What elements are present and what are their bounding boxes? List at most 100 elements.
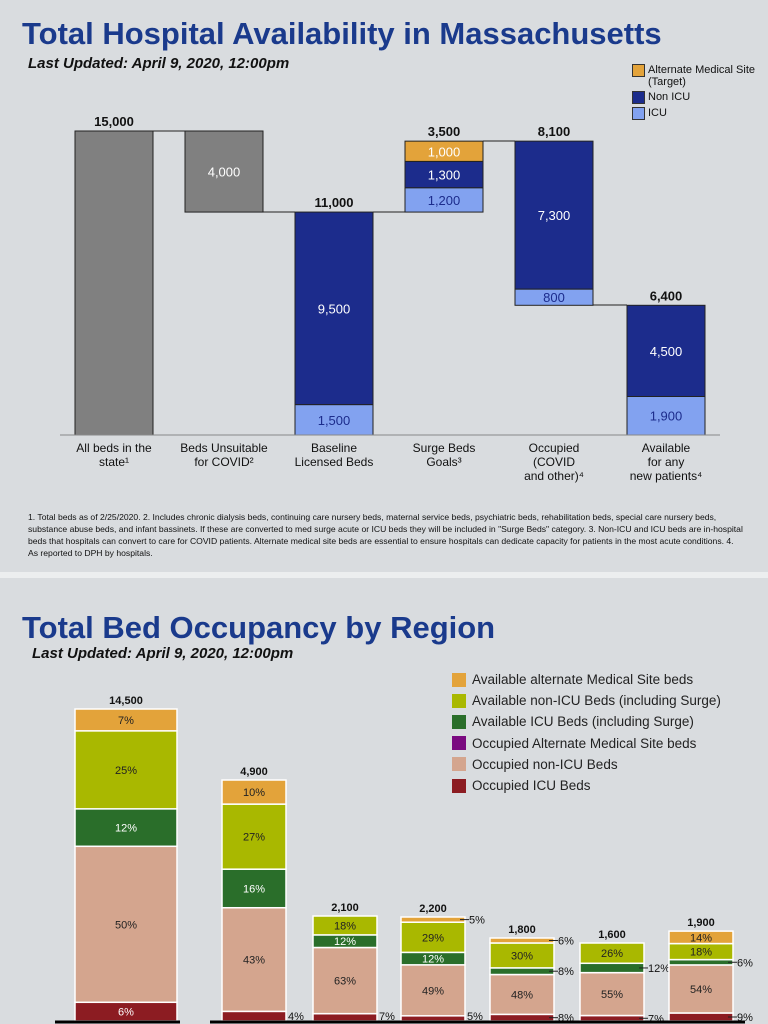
legend-swatch: [632, 64, 645, 77]
bar-segment: [400, 916, 466, 923]
data-label: 30%: [511, 950, 533, 962]
legend-item: Available non-ICU Beds (including Surge): [452, 690, 721, 711]
data-label: 7%: [648, 1013, 664, 1024]
data-label: 6%: [737, 957, 753, 969]
bar-segment: [221, 803, 287, 870]
data-label: 14%: [690, 932, 712, 944]
bar-segment: [668, 964, 734, 1014]
legend-label: Occupied Alternate Medical Site beds: [472, 735, 697, 751]
bar-segment: [404, 140, 484, 162]
bar-segment: [184, 130, 264, 213]
data-label: 1,900: [650, 409, 683, 424]
bar-segment: [404, 187, 484, 213]
data-label: 48%: [511, 989, 533, 1001]
data-label: 43%: [243, 955, 265, 967]
bar-segment: [668, 1012, 734, 1022]
page-title: Total Hospital Availability in Massachus…: [22, 16, 662, 51]
legend-item: Non ICU: [632, 91, 758, 104]
data-label: 4,000: [208, 165, 241, 180]
data-label: 26%: [601, 948, 623, 960]
data-label: 7,300: [538, 208, 571, 223]
legend: Alternate Medical Site (Target) Non ICU IC…: [632, 64, 758, 123]
bar-segment: [579, 942, 645, 965]
bar-segment: [74, 730, 178, 810]
bar-segment: [514, 140, 594, 290]
legend-swatch: [632, 91, 645, 104]
data-label: 9,500: [318, 301, 351, 316]
bar-segment: [404, 160, 484, 189]
data-label: 12%: [648, 963, 670, 975]
data-label: 25%: [115, 765, 137, 777]
legend-item: Occupied ICU Beds: [452, 775, 721, 796]
bar-segment: [312, 1012, 378, 1022]
total-label: 1,800: [508, 924, 536, 936]
total-label: 11,000: [314, 195, 353, 210]
data-label: 5%: [469, 915, 485, 927]
legend-label: Occupied ICU Beds: [472, 778, 591, 794]
legend-label: Available alternate Medical Site beds: [472, 672, 694, 688]
bar-segment: [400, 1015, 466, 1022]
category-label: Beds Unsuitable for COVID²: [180, 441, 268, 469]
total-label: 3,500: [428, 124, 461, 139]
bar-segment: [221, 779, 287, 805]
legend-label: Available non-ICU Beds (including Surge): [472, 693, 721, 709]
data-label: 50%: [115, 919, 137, 931]
category-label: Occupied (COVID and other)⁴: [524, 441, 584, 483]
last-updated-2: Last Updated: April 9, 2020, 12:00pm: [32, 645, 294, 662]
legend-swatch: [452, 672, 466, 687]
legend-item: Occupied non-ICU Beds: [452, 754, 721, 775]
data-label: 1,000: [428, 144, 461, 159]
waterfall-chart: 15,000 All beds in the state¹ 4,000 Beds Uns…: [60, 114, 720, 483]
bar-segment: [400, 964, 466, 1017]
data-label: 12%: [422, 954, 444, 966]
bar-segment: [74, 708, 178, 732]
footnote: 1. Total beds as of 2/25/2020. 2. Includ…: [28, 512, 743, 558]
data-label: 18%: [334, 920, 356, 932]
legend-item: Available ICU Beds (including Surge): [452, 711, 721, 732]
bar-segment: [221, 868, 287, 909]
data-label: 7%: [379, 1011, 395, 1023]
bar-segment: [579, 971, 645, 1017]
data-label: 55%: [601, 989, 623, 1001]
data-label: 1,300: [428, 168, 461, 183]
bar-segment: [668, 930, 734, 945]
total-label: 14,500: [109, 695, 143, 707]
legend-item: Alternate Medical Site (Target): [632, 64, 758, 88]
category-label: All beds in the state¹: [76, 441, 152, 469]
legend-swatch: [452, 736, 466, 751]
data-label: 16%: [243, 883, 265, 895]
bar-segment: [489, 1013, 555, 1022]
data-label: 63%: [334, 976, 356, 988]
legend-swatch: [452, 757, 466, 772]
divider: [0, 572, 768, 578]
data-label: 1,200: [428, 193, 461, 208]
slide-hospital-availability: Total Hospital Availability in Massachus…: [22, 16, 758, 558]
data-label: 8%: [558, 966, 574, 978]
data-label: 4,500: [650, 344, 683, 359]
bar-segment: [626, 304, 706, 397]
data-label: 12%: [115, 823, 137, 835]
legend-item: ICU: [632, 107, 758, 120]
bar-segment: [579, 1014, 645, 1022]
data-label: 29%: [422, 932, 444, 944]
data-label: 8%: [558, 1013, 574, 1024]
legend-swatch: [452, 778, 466, 793]
data-label: 27%: [243, 832, 265, 844]
legend-label: Alternate Medical Site (Target): [648, 64, 755, 88]
data-label: 54%: [690, 984, 712, 996]
data-label: 12%: [334, 936, 356, 948]
data-label: 18%: [690, 947, 712, 959]
data-label: 6%: [118, 1007, 134, 1019]
bar-segment: [579, 962, 645, 974]
data-label: 6%: [558, 935, 574, 947]
total-label: 4,900: [240, 766, 268, 778]
data-label: 5%: [467, 1011, 483, 1023]
bar-segment: [489, 942, 555, 969]
bar-segment: [74, 130, 154, 436]
bar-segment: [489, 973, 555, 1016]
total-label: 8,100: [538, 124, 571, 139]
total-label: 1,900: [687, 917, 715, 929]
total-label: 2,100: [331, 902, 359, 914]
bar-segment: [74, 845, 178, 1004]
legend-item: Available alternate Medical Site beds: [452, 669, 721, 690]
